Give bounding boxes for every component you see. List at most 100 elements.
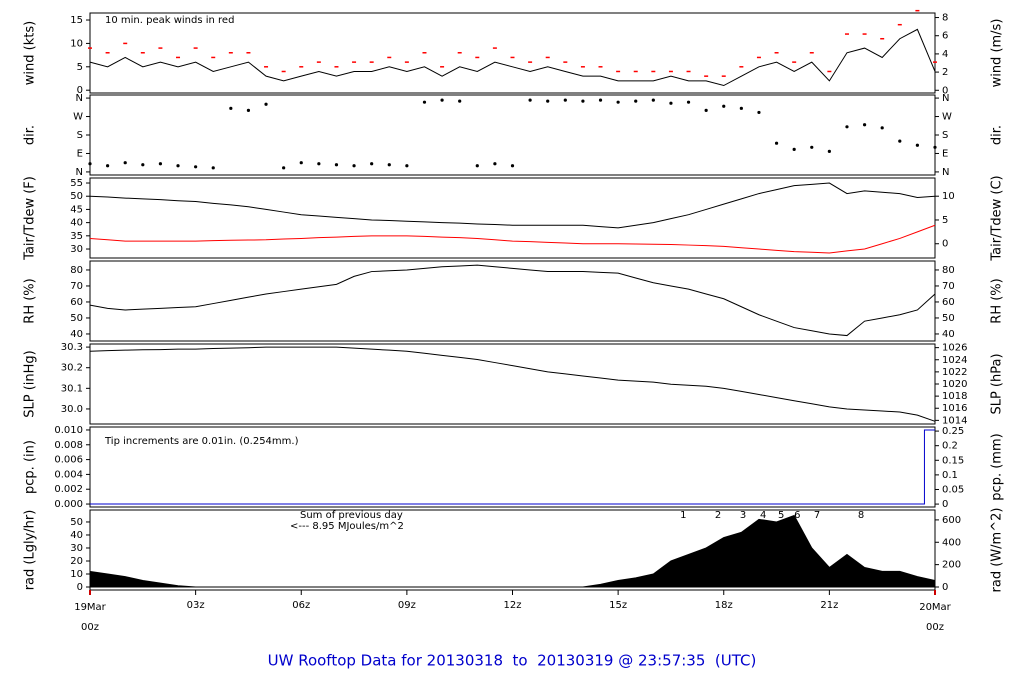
y2-tick-label: 0 [942,239,948,250]
dir-point [792,147,796,151]
y-axis-label: SLP (inHg) [23,350,38,418]
radiation-area [89,514,936,588]
y-axis-label: Tair/Tdew (F) [23,176,38,261]
y2-axis-label: Tair/Tdew (C) [990,175,1005,261]
x-tick-label: 21z [820,600,838,611]
y2-tick-label: W [942,112,952,123]
dir-point [440,98,444,102]
dir-point [299,161,303,165]
dir-point [581,99,585,103]
dir-point [194,165,198,169]
dir-point [898,139,902,143]
dir-point [739,106,743,110]
x-tick-label: 06z [292,600,310,611]
dir-point [669,101,673,105]
dir-point [880,126,884,130]
dir-point [475,164,479,168]
y2-tick-label: 6 [942,31,948,42]
marker-label: 3 [740,510,746,521]
y2-tick-label: 0.2 [942,441,958,452]
dir-point [722,104,726,108]
marker-label: 1 [680,510,686,521]
dir-point [686,100,691,104]
y-tick-label: 30.1 [61,383,83,394]
y-tick-label: 45 [70,204,83,215]
y2-tick-label: 0 [942,582,948,593]
y-tick-label: 50 [70,517,83,528]
y-tick-label: N [76,167,83,178]
dir-point [827,149,831,154]
y-tick-label: N [76,93,83,104]
annotation: 10 min. peak winds in red [105,15,234,26]
series-line [89,28,936,87]
dir-point [704,108,708,112]
dir-point [106,164,110,168]
y2-tick-label: 40 [942,329,955,340]
y2-tick-label: 0.25 [942,426,964,437]
dir-point [546,99,550,103]
y2-tick-label: 0 [942,85,948,96]
y2-tick-label: N [942,167,949,178]
y2-tick-label: 0.1 [942,470,958,481]
y2-tick-label: 400 [942,537,961,548]
y2-tick-label: 1026 [942,343,967,354]
dir-point [229,106,233,110]
panel-frame [89,426,936,508]
y-tick-label: 70 [70,281,83,292]
series-line [89,182,936,229]
y-tick-label: 60 [70,297,83,308]
y2-tick-label: 0.05 [942,484,964,495]
y2-tick-label: E [942,148,948,159]
y-tick-label: 40 [70,329,83,340]
y-tick-label: 50 [70,191,83,202]
dir-point [141,163,145,167]
panel-frame [89,260,936,342]
y2-tick-label: 1016 [942,403,967,414]
dir-point [387,163,391,167]
y-tick-label: 0.004 [54,469,83,480]
annotation: <--- 8.95 MJoules/m^2 [290,521,404,532]
dir-point [370,162,374,166]
y-tick-label: 15 [70,15,83,26]
dir-point [810,145,814,149]
dir-point [563,98,567,102]
y-tick-label: 40 [70,530,83,541]
x-tick-date: 20Mar [919,602,951,613]
dir-point [88,162,92,166]
y-tick-label: 40 [70,218,83,229]
y2-tick-label: 1024 [942,355,967,366]
y-tick-label: 30 [70,543,83,554]
x-tick-label: 03z [187,600,205,611]
y-tick-label: 30.3 [61,342,83,353]
y-tick-label: S [77,130,83,141]
dir-point [845,125,849,129]
y-tick-label: 80 [70,265,83,276]
y-axis-label: RH (%) [23,278,38,323]
y-axis-label: pcp. (in) [23,440,38,494]
y2-tick-label: 600 [942,515,961,526]
annotation: Sum of previous day [300,510,403,521]
y-tick-label: 30.0 [61,404,83,415]
y2-axis-label: pcp. (mm) [990,433,1005,500]
y2-tick-label: 0.15 [942,455,964,466]
x-tick-label: 18z [715,600,733,611]
marker-label: 5 [778,510,784,521]
y2-tick-label: 80 [942,265,955,276]
dir-point [634,99,638,103]
y2-tick-label: 5 [942,215,948,226]
dir-point [528,98,532,102]
dir-point [915,143,919,147]
dir-point [933,145,937,149]
panel-frame [89,12,936,94]
y2-tick-label: 2 [942,67,948,78]
y2-tick-label: 0 [942,499,948,510]
y2-tick-label: S [942,130,948,141]
y-tick-label: 0.008 [54,440,83,451]
y-tick-label: 55 [70,178,83,189]
dir-point [246,108,251,112]
dir-point [862,123,867,127]
y2-axis-label: dir. [990,125,1005,145]
y2-tick-label: 4 [942,49,948,60]
y-tick-label: 5 [77,62,83,73]
